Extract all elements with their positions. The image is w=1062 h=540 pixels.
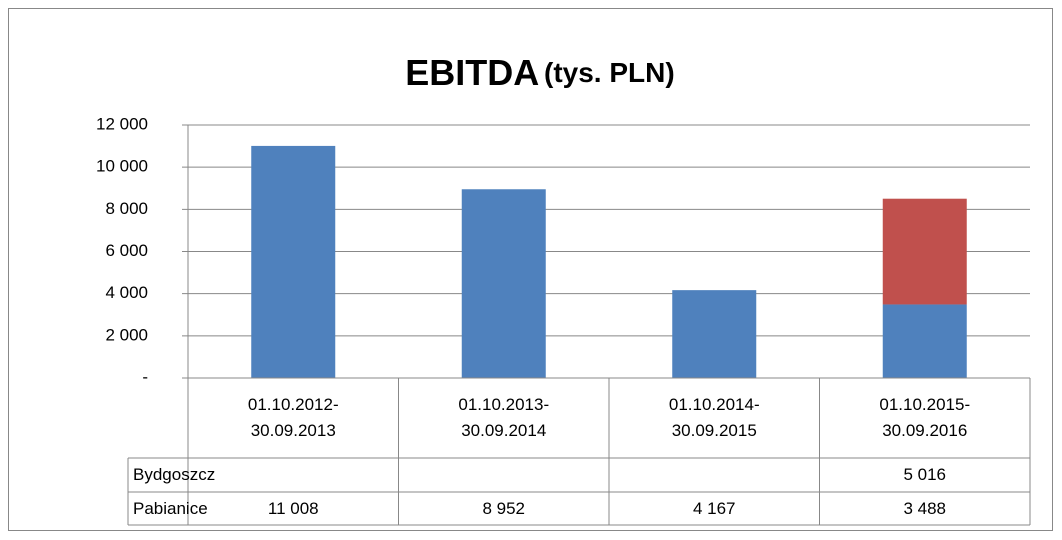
data-cell	[609, 458, 820, 492]
legend-label: Pabianice	[133, 498, 208, 518]
data-cell: 8 952	[482, 498, 526, 518]
data-cell: 4 167	[692, 498, 736, 518]
data-cell: 5 016	[903, 465, 947, 484]
y-tick-label: 6 000	[105, 241, 148, 260]
x-tick-label: 01.10.2013-30.09.2014	[458, 395, 550, 440]
data-cell: 3 488	[903, 498, 947, 518]
chart-title: EBITDA (tys. PLN)	[405, 52, 674, 93]
y-tick-label: 12 000	[96, 114, 148, 133]
title: EBITDA	[405, 52, 539, 93]
bar-segment	[882, 198, 967, 305]
data-cell: 11 008	[267, 498, 319, 518]
y-tick-label: 2 000	[105, 325, 148, 344]
x-tick-label: 01.10.2014-30.09.2015	[668, 395, 760, 440]
subtitle: (tys. PLN)	[544, 57, 675, 88]
category-cell: 01.10.2015-30.09.2016	[820, 378, 1031, 458]
y-tick-label: 10 000	[96, 157, 148, 176]
data-cell	[188, 458, 399, 492]
category-cell: 01.10.2014-30.09.2015	[609, 378, 820, 458]
y-tick-label: 8 000	[105, 199, 148, 218]
category-cell: 01.10.2012-30.09.2013	[188, 378, 399, 458]
bar-segment	[672, 290, 757, 378]
x-tick-label: 01.10.2015-30.09.2016	[879, 395, 971, 440]
y-tick-label: -	[142, 367, 148, 386]
legend-cell: Pabianice	[128, 492, 208, 525]
data-cell	[399, 458, 610, 492]
bar-segment	[461, 189, 546, 378]
bar-segment	[882, 304, 967, 378]
category-cell: 01.10.2013-30.09.2014	[399, 378, 610, 458]
bar-segment	[251, 145, 336, 378]
legend-label: Bydgoszcz	[133, 465, 216, 484]
x-tick-label: 01.10.2012-30.09.2013	[247, 395, 339, 440]
legend-cell: Bydgoszcz	[128, 458, 215, 492]
y-tick-label: 4 000	[105, 283, 148, 302]
